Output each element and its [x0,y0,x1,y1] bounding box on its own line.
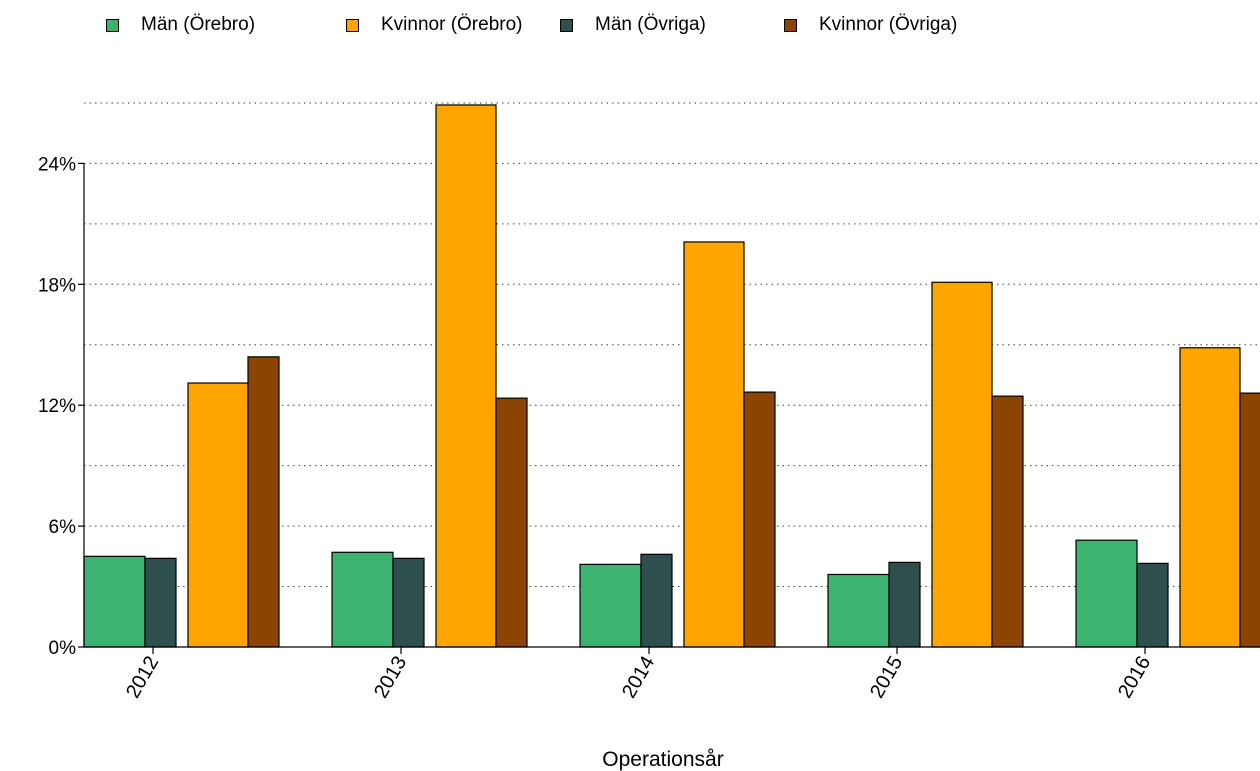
legend-item-man-ovriga: Män (Övriga) [560,14,706,36]
x-tick-label: 2013 [370,653,411,703]
legend-swatch-man-orebro [106,18,119,32]
x-tick-label: 2016 [1114,653,1155,703]
bar-man-ovriga [392,557,425,648]
legend-item-kvinnor-orebro: Kvinnor (Örebro) [346,14,523,36]
x-axis-label: Operationsår [602,748,723,771]
legend-item-kvinnor-ovriga: Kvinnor (Övriga) [784,14,957,36]
x-tick-label: 2012 [122,653,163,703]
bar-kvinnor-ovriga [743,391,776,648]
y-tick-label: 6% [49,517,77,538]
y-tick-label: 18% [38,275,76,296]
legend-swatch-man-ovriga [560,18,573,32]
bar-man-ovriga [144,557,177,648]
bar-kvinnor-ovriga [247,356,280,648]
legend-label-kvinnor-ovriga: Kvinnor (Övriga) [819,14,958,35]
bar-man-orebro [331,551,394,648]
grid-lines [84,102,1260,588]
bar-kvinnor-ovriga [991,395,1024,648]
legend-item-man-orebro: Män (Örebro) [106,14,255,36]
bars [83,104,1260,648]
legend-swatch-kvinnor-ovriga [784,18,797,32]
bar-man-ovriga [888,561,921,648]
bar-kvinnor-orebro [931,281,993,648]
x-tick-label: 2014 [618,653,659,703]
bar-kvinnor-orebro [435,104,497,648]
bar-kvinnor-ovriga [495,397,528,648]
bar-man-orebro [579,563,642,648]
x-tick-label: 2015 [866,653,907,703]
bar-man-ovriga [640,553,673,648]
bar-kvinnor-orebro [683,241,745,648]
legend-label-kvinnor-orebro: Kvinnor (Örebro) [381,14,523,35]
legend-label-man-orebro: Män (Örebro) [141,14,256,35]
bar-man-ovriga [1136,562,1169,648]
legend-label-man-ovriga: Män (Övriga) [595,14,706,35]
legend-swatch-kvinnor-orebro [346,18,359,32]
legend: Män (Örebro) Kvinnor (Örebro) Män (Övrig… [0,0,1260,50]
bar-kvinnor-orebro [187,382,249,648]
bar-man-orebro [827,573,890,648]
y-tick-label: 12% [38,396,76,417]
y-tick-label: 24% [38,154,76,175]
bar-man-orebro [83,555,146,648]
y-tick-label: 0% [49,638,77,659]
bar-kvinnor-orebro [1179,347,1241,648]
bar-man-orebro [1075,539,1138,648]
bar-kvinnor-ovriga [1239,392,1260,648]
